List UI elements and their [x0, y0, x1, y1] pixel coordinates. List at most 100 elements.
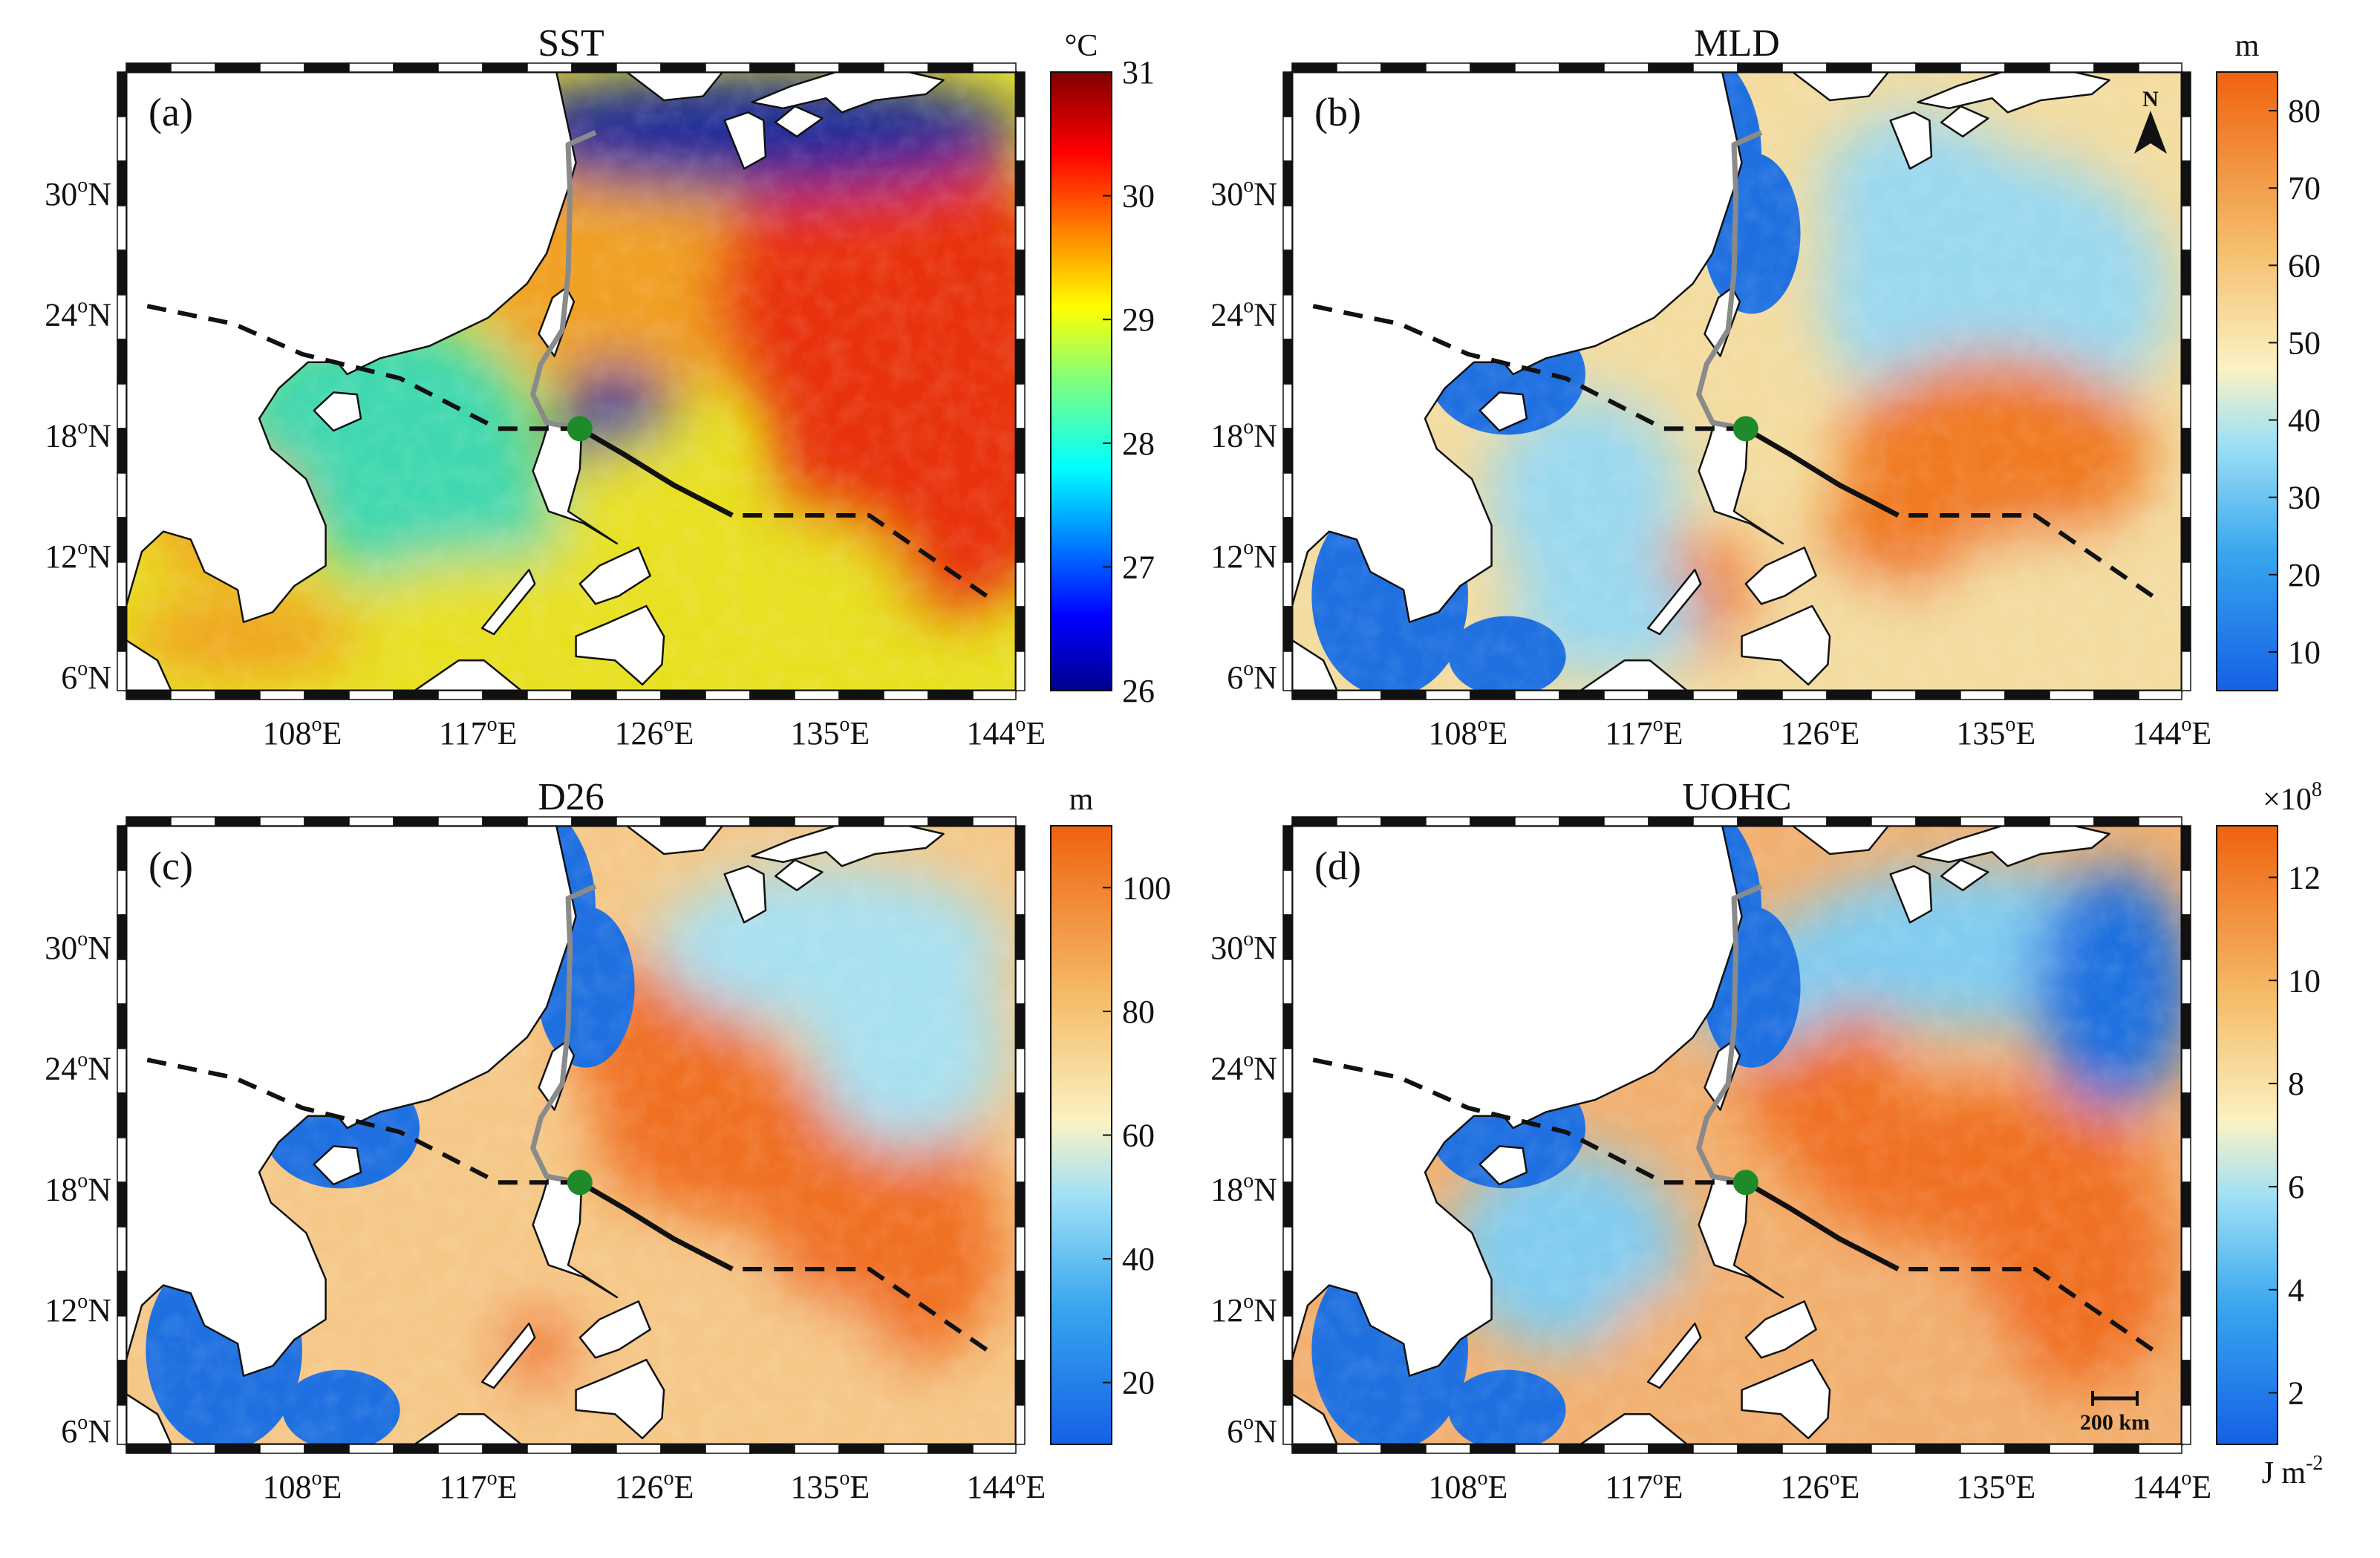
frame-border-top [927, 62, 974, 73]
colorbar-tick-label: 31 [1122, 54, 1155, 91]
coastline [1744, 547, 1817, 605]
lat-tick-label: 12oN [45, 1290, 111, 1329]
lat-tick-label: 6oN [61, 657, 111, 696]
frame-border-bottom [259, 690, 305, 700]
frame-border-right [1015, 339, 1026, 385]
panel-label: (d) [1314, 844, 1361, 888]
frame-border-top [1960, 816, 2006, 827]
frame-border-top [2004, 816, 2050, 827]
coastline [1744, 1300, 1817, 1359]
frame-border-bottom [1915, 690, 1961, 700]
frame-border-left [117, 1404, 127, 1445]
coastline [532, 1175, 619, 1299]
colorbar-tick-label: 20 [1122, 1365, 1155, 1401]
frame-border-top [215, 62, 261, 73]
frame-border-top [1336, 816, 1382, 827]
lat-tick-label: 24oN [1210, 295, 1277, 333]
frame-border-bottom [1692, 1444, 1738, 1454]
frame-border-bottom [1737, 1444, 1783, 1454]
frame-border-bottom [1336, 1444, 1382, 1454]
frame-border-right [1015, 250, 1026, 296]
frame-border-right [1015, 914, 1026, 960]
coastline [1646, 1322, 1702, 1389]
frame-border-top [304, 816, 350, 827]
gray-track [530, 884, 597, 1185]
frame-border-bottom [125, 690, 172, 700]
track-west-dashed [135, 1055, 580, 1185]
colorbar-tick-label: 8 [2288, 1066, 2304, 1102]
frame-border-left [117, 825, 127, 871]
frame-border-left [117, 651, 127, 691]
frame-border-right [2181, 1360, 2191, 1406]
frame-border-bottom [304, 690, 350, 700]
coastline [575, 604, 665, 686]
frame-border-top [170, 816, 216, 827]
frame-border-right [2181, 651, 2191, 691]
land [126, 826, 945, 1444]
frame-border-bottom [883, 1444, 929, 1454]
track-solid [578, 1180, 734, 1272]
panel-label: (b) [1314, 90, 1361, 134]
north-arrow-icon [2134, 111, 2167, 154]
frame-border-top [215, 816, 261, 827]
colorbar-tick-label: 30 [2288, 480, 2321, 516]
frame-border-bottom [2049, 690, 2095, 700]
frame-border-left [1282, 1315, 1293, 1361]
frame-border-left [117, 339, 127, 385]
frame-border-right [2181, 914, 2191, 960]
frame-border-bottom [1915, 1444, 1961, 1454]
lon-tick-label: 135oE [1956, 713, 2035, 752]
frame-border-right [1015, 825, 1026, 871]
colorbar-tick-label: 40 [2288, 402, 2321, 439]
frame-border-top [259, 62, 305, 73]
frame-border-left [117, 205, 127, 251]
frame-border-top [883, 816, 929, 827]
frame-border-right [1015, 959, 1026, 1005]
frame-border-bottom [482, 1444, 528, 1454]
frame-border-top [1915, 62, 1961, 73]
track-solid [1744, 426, 1900, 518]
frame-border-bottom [794, 690, 840, 700]
colorbar-tick-label: 20 [2288, 557, 2321, 593]
landfall-marker [1732, 1170, 1758, 1196]
lat-tick-label: 24oN [1210, 1049, 1277, 1087]
frame-border-top [749, 816, 795, 827]
frame-border-right [2181, 205, 2191, 251]
coastline [774, 105, 824, 138]
frame-border-right [1015, 1271, 1026, 1317]
frame-border-bottom [1648, 1444, 1694, 1454]
frame-border-right [2181, 1181, 2191, 1228]
frame-border-top [883, 62, 929, 73]
frame-border-left [1282, 1226, 1293, 1272]
frame-border-left [1282, 517, 1293, 563]
coastline [1917, 72, 2110, 114]
frame-border-left [1282, 914, 1293, 960]
frame-border-left [117, 1003, 127, 1049]
frame-border-left [1282, 71, 1293, 117]
frame-border-bottom [526, 1444, 573, 1454]
frame-border-bottom [616, 690, 662, 700]
frame-border-bottom [393, 1444, 439, 1454]
lon-tick-label: 108oE [263, 1467, 342, 1505]
lon-tick-label: 126oE [614, 713, 694, 752]
colorbar [2216, 825, 2278, 1445]
frame-border-bottom [1737, 690, 1783, 700]
frame-border-top [348, 816, 394, 827]
track-solid [1744, 1180, 1900, 1272]
land [126, 72, 945, 691]
frame-border-bottom [1470, 1444, 1516, 1454]
lat-tick-label: 30oN [1210, 928, 1277, 966]
frame-border-top [2138, 62, 2182, 73]
coastline [1889, 111, 1933, 170]
frame-border-bottom [170, 690, 216, 700]
colorbar-tick-label: 6 [2288, 1169, 2304, 1205]
colorbar [1050, 825, 1112, 1445]
frame-border-top [1781, 62, 1828, 73]
frame-border-top [304, 62, 350, 73]
lat-tick-label: 24oN [45, 295, 111, 333]
panel-a: SST (a) 108oE 117oE 126oE 135oE 144oE 30oN 24oN 1… [45, 22, 1155, 752]
frame-border-left [1282, 383, 1293, 429]
frame-border-top [1514, 62, 1560, 73]
map-field [126, 826, 1016, 1444]
frame-border-bottom [838, 1444, 884, 1454]
